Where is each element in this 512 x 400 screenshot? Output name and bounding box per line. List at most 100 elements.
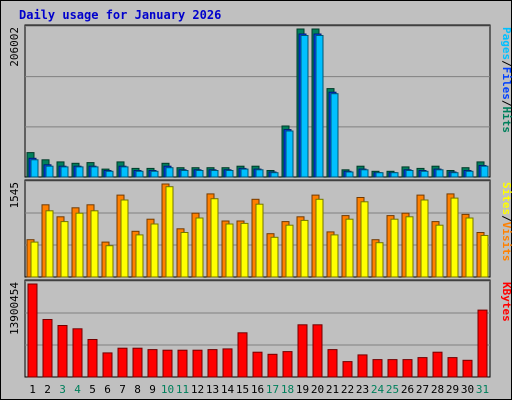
bar-sites bbox=[315, 198, 324, 278]
bar-kbytes bbox=[87, 339, 98, 378]
bar-pages bbox=[255, 169, 264, 178]
bar-sites bbox=[30, 241, 39, 278]
x-tick-label: 14 bbox=[221, 383, 235, 396]
right-axis-label: Pages/Files/Hits bbox=[500, 27, 512, 133]
bar-pages bbox=[375, 172, 384, 178]
x-tick-label: 30 bbox=[461, 383, 474, 396]
bar-sites bbox=[105, 245, 114, 278]
bar-sites bbox=[90, 210, 99, 278]
label-hits: Hits bbox=[500, 107, 512, 134]
bar-kbytes bbox=[57, 325, 68, 378]
bar-sites bbox=[165, 186, 174, 278]
bar-kbytes bbox=[462, 359, 473, 378]
label-separator: / bbox=[500, 100, 512, 107]
x-tick-label: 25 bbox=[386, 383, 399, 396]
bar-pages bbox=[360, 169, 369, 178]
bar-sites bbox=[405, 216, 414, 278]
bar-kbytes bbox=[387, 359, 398, 378]
bar-kbytes bbox=[222, 348, 233, 378]
bar-sites bbox=[300, 219, 309, 278]
bar-kbytes bbox=[282, 351, 293, 378]
bar-sites bbox=[75, 212, 84, 278]
bar-sites bbox=[450, 197, 459, 278]
bar-pages bbox=[30, 159, 39, 178]
bar-pages bbox=[180, 170, 189, 178]
bar-sites bbox=[420, 199, 429, 278]
bar-sites bbox=[45, 210, 54, 278]
bar-kbytes bbox=[327, 349, 338, 378]
bar-sites bbox=[225, 223, 234, 278]
x-tick-label: 8 bbox=[134, 383, 141, 396]
right-axis-label: KBytes bbox=[500, 282, 512, 322]
x-tick-label: 15 bbox=[236, 383, 249, 396]
bar-pages bbox=[60, 166, 69, 178]
x-tick-label: 5 bbox=[89, 383, 96, 396]
bar-sites bbox=[285, 224, 294, 278]
bar-kbytes bbox=[297, 324, 308, 378]
bar-pages bbox=[240, 168, 249, 178]
bar-kbytes bbox=[342, 361, 353, 378]
bar-sites bbox=[345, 218, 354, 278]
bar-kbytes bbox=[312, 324, 323, 378]
x-tick-label: 19 bbox=[296, 383, 309, 396]
label-pages: Pages bbox=[500, 27, 512, 60]
x-tick-label: 1 bbox=[29, 383, 36, 396]
bar-sites bbox=[150, 223, 159, 278]
chart-title: Daily usage for January 2026 bbox=[19, 8, 221, 22]
label-kbytes: KBytes bbox=[500, 282, 512, 322]
bar-kbytes bbox=[267, 353, 278, 378]
bar-kbytes bbox=[27, 283, 38, 378]
x-tick-label: 7 bbox=[119, 383, 126, 396]
bar-pages bbox=[285, 130, 294, 178]
bar-sites bbox=[465, 217, 474, 278]
bar-kbytes bbox=[102, 352, 113, 378]
bar-sites bbox=[480, 235, 489, 278]
x-tick-label: 11 bbox=[176, 383, 189, 396]
x-tick-label: 24 bbox=[371, 383, 385, 396]
bar-sites bbox=[120, 199, 129, 278]
bar-pages bbox=[75, 166, 84, 178]
x-tick-label: 23 bbox=[356, 383, 369, 396]
bar-pages bbox=[195, 170, 204, 178]
label-separator: / bbox=[500, 215, 512, 222]
bar-kbytes bbox=[207, 349, 218, 378]
bar-pages bbox=[210, 170, 219, 178]
bar-sites bbox=[330, 234, 339, 278]
x-tick-label: 21 bbox=[326, 383, 339, 396]
bar-pages bbox=[225, 170, 234, 178]
bar-kbytes bbox=[162, 349, 173, 378]
bar-pages bbox=[105, 170, 114, 178]
bar-pages bbox=[90, 166, 99, 178]
bar-kbytes bbox=[357, 354, 368, 378]
bar-pages bbox=[45, 165, 54, 178]
bar-pages bbox=[405, 170, 414, 178]
bar-kbytes bbox=[117, 347, 128, 378]
x-tick-label: 12 bbox=[191, 383, 204, 396]
bar-kbytes bbox=[237, 332, 248, 378]
bar-pages bbox=[450, 172, 459, 178]
x-tick-label: 31 bbox=[476, 383, 489, 396]
bar-pages bbox=[390, 172, 399, 178]
bar-pages bbox=[315, 35, 324, 178]
bar-pages bbox=[135, 170, 144, 178]
bar-sites bbox=[375, 242, 384, 278]
bar-pages bbox=[270, 172, 279, 178]
bar-sites bbox=[60, 221, 69, 278]
x-tick-label: 6 bbox=[104, 383, 111, 396]
bar-kbytes bbox=[417, 357, 428, 378]
label-sites: Sites bbox=[500, 182, 512, 215]
bar-pages bbox=[330, 93, 339, 178]
bar-pages bbox=[420, 170, 429, 178]
x-tick-label: 29 bbox=[446, 383, 459, 396]
x-tick-label: 26 bbox=[401, 383, 414, 396]
bar-sites bbox=[135, 234, 144, 278]
bar-kbytes bbox=[372, 359, 383, 378]
bar-pages bbox=[465, 170, 474, 178]
y-axis-max-label: 13900454 bbox=[8, 282, 21, 335]
x-tick-label: 22 bbox=[341, 383, 354, 396]
bar-kbytes bbox=[447, 357, 458, 378]
x-tick-label: 10 bbox=[161, 383, 174, 396]
y-axis-max-label: 1545 bbox=[8, 182, 21, 209]
x-tick-label: 2 bbox=[44, 383, 51, 396]
bar-sites bbox=[255, 203, 264, 278]
